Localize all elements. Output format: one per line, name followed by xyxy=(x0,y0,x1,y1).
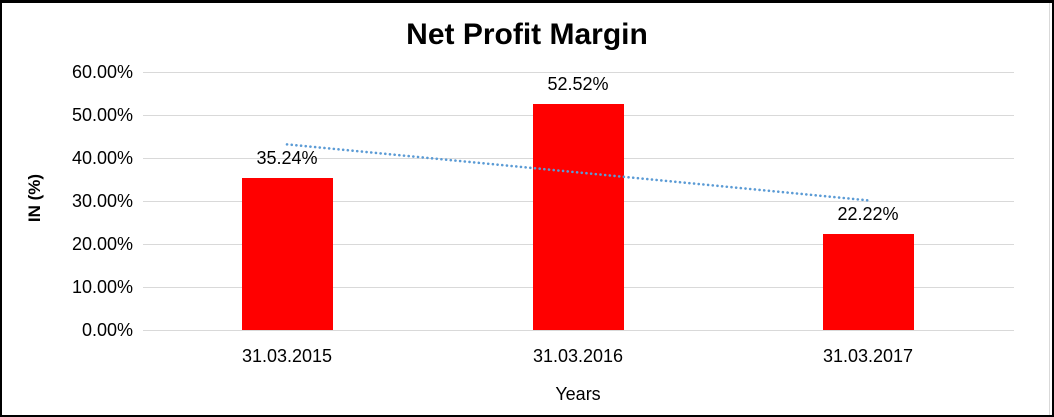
x-axis-title: Years xyxy=(555,384,601,404)
bar-31.03.2015 xyxy=(241,178,333,330)
window-edge-line xyxy=(1049,3,1050,415)
data-label: 52.52% xyxy=(547,74,609,95)
gridline-60 xyxy=(143,72,1014,73)
bar-31.03.2017 xyxy=(822,234,914,330)
y-tick-label: 30.00% xyxy=(71,191,133,211)
x-tick-label: 31.03.2017 xyxy=(822,346,914,366)
gridline-0 xyxy=(143,330,1014,331)
y-tick-label: 40.00% xyxy=(71,148,133,168)
data-label: 22.22% xyxy=(837,204,899,225)
y-tick-label: 0.00% xyxy=(81,320,133,340)
y-tick-label: 20.00% xyxy=(71,234,133,254)
x-tick-label: 31.03.2016 xyxy=(532,346,624,366)
y-tick-label: 50.00% xyxy=(71,105,133,125)
chart-title: Net Profit Margin xyxy=(406,18,648,51)
y-tick-label: 10.00% xyxy=(71,277,133,297)
bar-31.03.2016 xyxy=(532,104,624,330)
data-label: 35.24% xyxy=(256,148,318,169)
y-tick-label: 60.00% xyxy=(71,62,133,82)
x-tick-label: 31.03.2015 xyxy=(241,346,333,366)
